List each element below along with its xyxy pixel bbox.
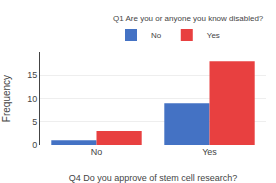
svg-text:No: No bbox=[151, 31, 162, 40]
svg-text:Q1 Are you or anyone you know: Q1 Are you or anyone you know disabled? bbox=[113, 14, 264, 23]
svg-text:Yes: Yes bbox=[202, 147, 217, 157]
svg-text:5: 5 bbox=[32, 117, 37, 127]
svg-text:10: 10 bbox=[27, 94, 37, 104]
svg-text:Yes: Yes bbox=[207, 31, 220, 40]
svg-text:0: 0 bbox=[32, 140, 37, 150]
svg-text:Q4 Do you approve of stem cell: Q4 Do you approve of stem cell research? bbox=[69, 173, 238, 183]
svg-text:No: No bbox=[91, 147, 103, 157]
svg-text:15: 15 bbox=[27, 70, 37, 80]
svg-text:Frequency: Frequency bbox=[1, 75, 12, 122]
